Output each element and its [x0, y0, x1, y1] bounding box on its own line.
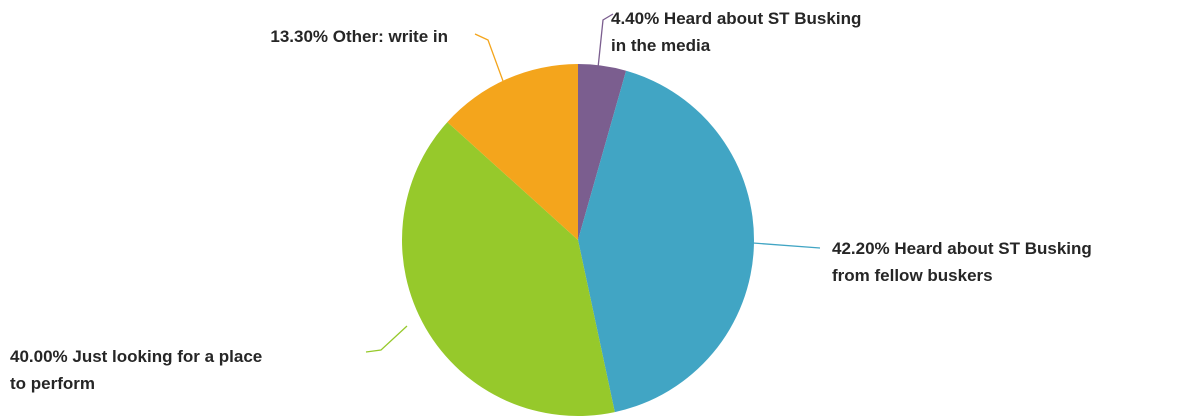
pie-slice-3: [402, 122, 615, 417]
pie-slice-1: [578, 64, 627, 240]
slice-label-3: 40.00% Just looking for a place to perfor…: [10, 347, 262, 393]
slice-label-4: 13.30% Other: write in: [270, 27, 448, 46]
slice-label-line: from fellow buskers: [832, 266, 993, 285]
slice-label-line: 4.40% Heard about ST Busking: [611, 9, 861, 28]
leader-line-3: [365, 325, 408, 353]
pie-slice-4: [447, 64, 578, 240]
slice-label-line: 42.20% Heard about ST Busking: [832, 239, 1092, 258]
leader-line-1: [597, 13, 614, 69]
slice-label-line: 40.00% Just looking for a place: [10, 347, 262, 366]
slice-label-1: 4.40% Heard about ST Busking in the media: [611, 9, 861, 55]
leader-line-2: [752, 242, 821, 249]
pie-slices: [402, 64, 754, 417]
slice-label-line: to perform: [10, 374, 95, 393]
slice-label-line: 13.30% Other: write in: [270, 27, 448, 46]
leader-line-4: [474, 33, 504, 82]
pie-labels: 4.40% Heard about ST Busking in the media…: [10, 9, 1092, 393]
slice-label-2: 42.20% Heard about ST Busking from fellow…: [832, 239, 1092, 285]
slice-label-line: in the media: [611, 36, 711, 55]
pie-slice-2: [578, 70, 754, 413]
